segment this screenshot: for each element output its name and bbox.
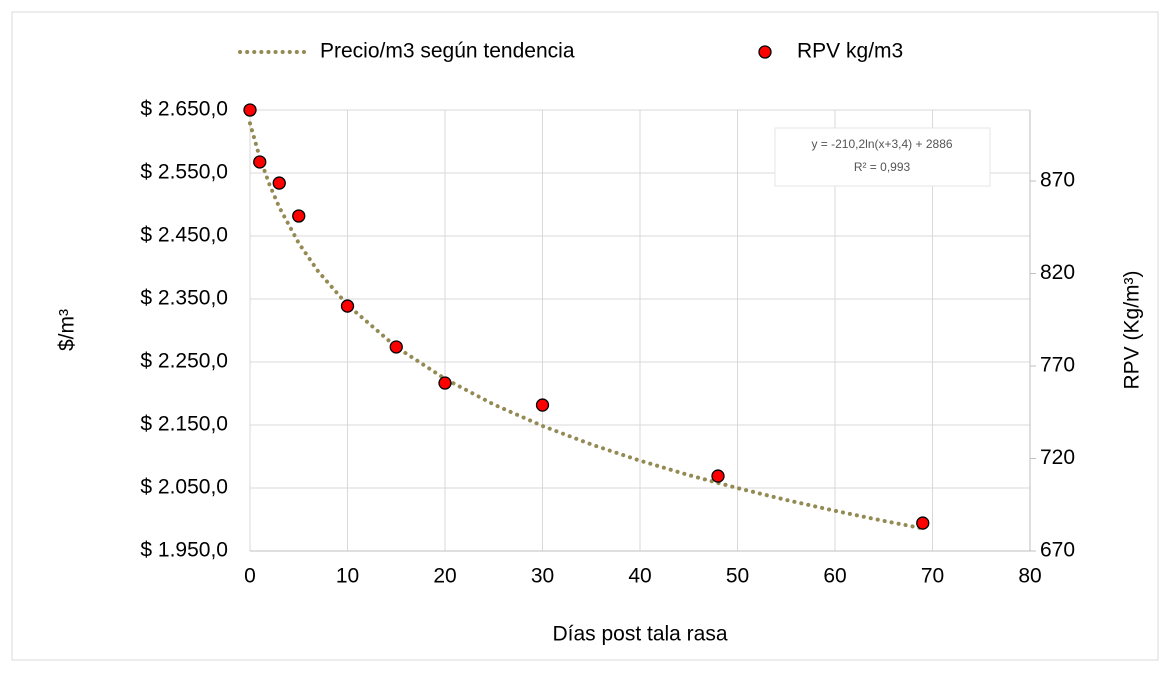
y2-tick-label: 820 [1040,261,1075,284]
marker [243,103,257,117]
y2-tick-label: 720 [1040,446,1075,469]
x-tick-label: 50 [726,565,749,588]
y-tick-label: $ 2.250,0 [140,350,228,373]
y-axis-title: $/m³ [56,309,79,351]
y2-tick-label: 770 [1040,354,1075,377]
y-tick-label: $ 2.650,0 [140,98,228,121]
x-tick-label: 60 [823,565,846,588]
legend-label: Precio/m3 según tendencia [320,40,575,63]
annotation: y = -210,2ln(x+3,4) + 2886 [811,137,952,151]
y-tick-label: $ 2.450,0 [140,224,228,247]
annotation-box [774,127,991,187]
y2-axis-title: RPV (Kg/m³) [1121,270,1144,389]
x-tick-label: 30 [531,565,554,588]
y-tick-label: $ 2.150,0 [140,413,228,436]
x-tick-label: 40 [628,565,651,588]
legend-label: RPV kg/m3 [797,40,903,63]
x-tick-label: 80 [1018,565,1041,588]
trend-line [248,121,925,531]
y-tick-label: $ 2.050,0 [140,476,228,499]
y-tick-label: $ 2.350,0 [140,287,228,310]
y2-tick-label: 870 [1040,169,1075,192]
marker [535,398,550,412]
marker [389,340,403,354]
x-tick-label: 20 [433,565,456,588]
x-tick-label: 70 [921,565,944,588]
y2-tick-label: 670 [1040,539,1075,562]
x-tick-label: 0 [244,565,256,588]
y-tick-label: $ 1.950,0 [140,539,228,562]
marker [916,516,930,530]
marker [340,299,355,313]
marker [292,209,306,223]
chart-border [11,11,1159,661]
marker [272,176,286,190]
x-axis-title: Días post tala rasa [552,623,727,646]
marker [438,376,452,390]
marker [711,469,725,483]
y-tick-label: $ 2.550,0 [140,161,228,184]
annotation: R² = 0,993 [854,160,911,174]
legend-swatch [758,45,772,59]
marker [253,155,267,169]
x-tick-label: 10 [336,565,359,588]
